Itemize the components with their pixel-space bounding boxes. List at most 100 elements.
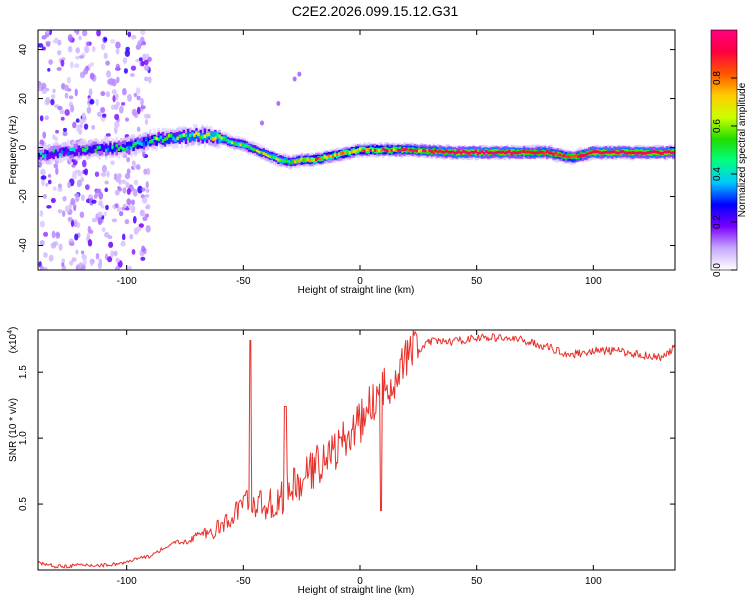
spectrogram-ridge-cell [596, 150, 599, 154]
spectrogram-ridge-cell [602, 151, 606, 154]
spectrogram-noise-blob [133, 179, 139, 186]
spectrogram-noise-blob [71, 257, 77, 262]
spectrogram-ridge-cell [222, 136, 225, 140]
spectrogram-noise-blob [114, 104, 119, 111]
spectrogram-ridge-cell [296, 159, 299, 163]
spectrogram-ridge-cell [197, 132, 200, 137]
spectrogram-ridge-cell [317, 156, 320, 160]
spectrogram-ridge-cell [510, 151, 513, 155]
spectrogram-ridge-cell [644, 151, 648, 155]
colorbar: 0.0 0.2 0.4 0.6 0.8 Normalized spectral ampl… [710, 29, 748, 277]
spectrogram-noise-blob [46, 30, 50, 35]
spectrogram-ridge-cell [415, 149, 419, 153]
spectrogram-noise-blob [103, 52, 108, 60]
spectrogram-ridge-cell [638, 151, 641, 155]
spectrogram-ridge-cell [212, 131, 215, 139]
spectrogram-ridge-cell [111, 146, 114, 154]
spectrogram-ridge-cell [485, 150, 488, 153]
spectrogram-ridge-cell [310, 158, 314, 162]
spectrogram-noise-blob [60, 59, 65, 67]
spectrogram-ridge-cell [216, 133, 219, 138]
spectrogram-noise-blob [114, 203, 119, 209]
spectrogram-noise-blob [62, 196, 67, 202]
spectrogram-noise-blob [110, 160, 115, 166]
spectrogram-noise-blob [88, 88, 93, 96]
spectrogram-noise-blob [127, 94, 132, 102]
spectrogram-ridge-cell [218, 136, 221, 144]
spectrogram-noise-blob [47, 174, 52, 178]
spectrogram-ridge-cell [487, 151, 490, 155]
snr-xtick-label: 50 [471, 576, 483, 587]
spectrogram-ridge-cell [333, 153, 337, 157]
spectrogram-noise-blob [87, 239, 93, 247]
spectrogram-ridge-cell [178, 131, 181, 139]
spectrogram-noise-blob [115, 93, 119, 101]
spectrogram-noise-blob [41, 178, 45, 187]
spectrogram-ridge-cell [466, 151, 469, 155]
spectrogram-ridge-cell [552, 153, 555, 156]
spectrogram-noise-blob [47, 179, 52, 185]
spectrogram-noise-blob [101, 113, 107, 118]
spectrogram-ridge-cell [384, 148, 387, 152]
spectrogram-noise-blob [145, 225, 151, 233]
spectrogram-noise-blob [76, 180, 81, 188]
spectrogram-ridge-cell [554, 151, 557, 155]
spectrogram-ridge-cell [50, 151, 53, 156]
spectrogram-ridge-cell [172, 136, 175, 141]
spectrogram-noise-blob [60, 116, 65, 121]
spectrogram-ridge-cell [399, 149, 402, 152]
spectrogram-ridge-cell [113, 147, 116, 152]
spectrogram-ridge-cell [516, 151, 519, 155]
spectrogram-ridge-cell [193, 134, 196, 142]
spectrogram-ridge-cell [325, 155, 328, 159]
spectrogram-ridge-cell [256, 149, 259, 153]
spectrogram-noise-blob [297, 71, 302, 77]
spectrogram-noise-blob [71, 172, 78, 180]
spectrogram-noise-blob [69, 241, 75, 247]
spectrogram-noise-blob [140, 97, 144, 106]
spectrogram-noise-blob [97, 217, 103, 226]
spectrogram-ridge-cell [210, 136, 213, 141]
spectrogram-panel: -100 -50 0 50 100 -40 -20 0 20 40 Height of stra… [8, 29, 676, 296]
spectrogram-ridge-cell [480, 150, 484, 153]
spectrogram-noise-blob [124, 117, 130, 122]
spectrogram-ridge-cell [319, 157, 322, 161]
spectrogram-noise-blob [84, 168, 89, 176]
spectrogram-ridge-cell [331, 154, 335, 158]
spectrogram-ridge-cell [558, 153, 561, 157]
spectrogram-noise-blob [72, 121, 77, 129]
spectrogram-ridge-cell [533, 151, 536, 155]
spectrogram-ridge-cell [655, 150, 658, 154]
spectrogram-ridge-cell [191, 132, 194, 140]
snr-ytick-label: 1.0 [18, 431, 29, 445]
spectrogram-noise-blob [91, 217, 98, 223]
spectrogram-noise-blob [100, 43, 106, 50]
colorbar-ticks: 0.0 0.2 0.4 0.6 0.8 [712, 71, 737, 277]
spectrogram-noise-blob [130, 199, 135, 206]
spectrogram-ridge-cell [86, 147, 89, 155]
spectrogram-ridge-cell [56, 152, 60, 157]
spectrogram-ridge-cell [609, 150, 612, 154]
spectrogram-noise-blob [90, 258, 94, 267]
spectrogram-ridge-cell [428, 149, 431, 152]
spectrogram-ridge-cell [399, 146, 402, 152]
spectrogram-ridge-cell [79, 147, 83, 152]
snr-scale-label: (x104) [7, 327, 19, 354]
spectrogram-ridge-cell [472, 150, 475, 154]
spectrogram-noise-blob [98, 200, 103, 207]
spectrogram-noise-blob [38, 43, 44, 48]
snr-xtick-label: 100 [585, 576, 602, 587]
spectrogram-noise-blob [83, 123, 89, 130]
spectrogram-ridge-cell [44, 149, 47, 157]
spectrogram-noise-blob [39, 210, 44, 217]
spectrogram-noise-blob [115, 47, 120, 55]
spectrogram-noise-blob [80, 194, 85, 201]
spectrogram-ridge-cell [159, 135, 162, 140]
spectrogram-ridge-cell [182, 133, 186, 141]
spectrogram-noise-blob [140, 105, 146, 110]
spectrogram-noise-blob [86, 232, 91, 240]
spectrogram-ridge-cell [646, 151, 650, 154]
spectrogram-ridge-cell [371, 148, 375, 152]
spectrogram-noise-blob [50, 242, 57, 249]
spectrogram-noise-blob [116, 76, 120, 84]
